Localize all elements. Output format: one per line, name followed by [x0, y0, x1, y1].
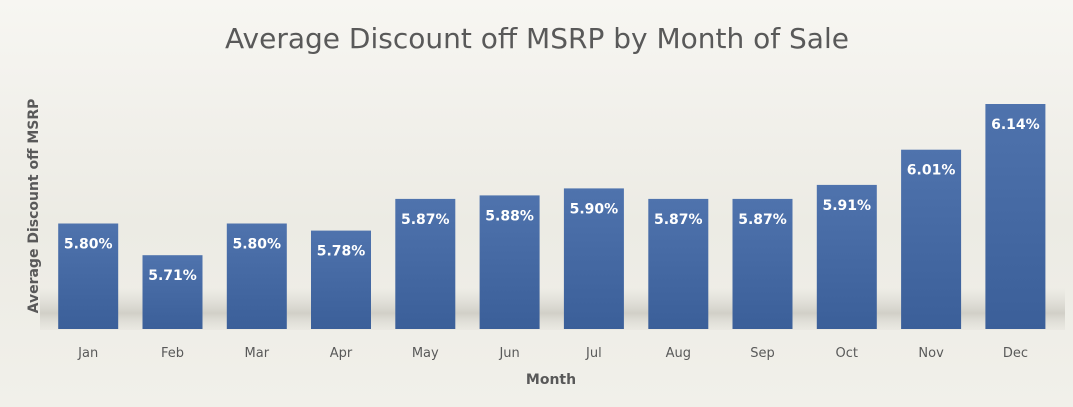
bar-apr [311, 230, 371, 329]
bar-dec [985, 104, 1046, 329]
value-label-mar: 5.80% [233, 237, 282, 253]
value-label-nov: 6.01% [907, 163, 956, 179]
x-tick-may: May [412, 346, 439, 361]
x-tick-apr: Apr [330, 346, 353, 361]
x-tick-jul: Jul [585, 346, 602, 361]
value-label-aug: 5.87% [654, 212, 703, 228]
y-axis-label: Average Discount off MSRP [26, 99, 42, 314]
bar-jan [58, 223, 119, 329]
value-label-dec: 6.14% [991, 117, 1040, 133]
x-tick-sep: Sep [750, 346, 775, 361]
x-tick-oct: Oct [836, 346, 858, 361]
bar-aug [648, 198, 709, 329]
value-labels-layer: 5.80% 5.71% 5.80% 5.78% 5.87% 5.88% 5.90% 5.87%… [64, 117, 1040, 284]
bar-nov [901, 149, 962, 329]
bar-jun [479, 195, 540, 329]
x-tick-aug: Aug [666, 346, 691, 361]
bar-may [395, 198, 456, 329]
floor-shadow [40, 288, 1065, 330]
x-tick-jun: Jun [498, 346, 519, 361]
bars-layer [58, 104, 1046, 329]
value-label-feb: 5.71% [148, 268, 197, 284]
bar-feb [142, 255, 203, 329]
value-label-apr: 5.78% [317, 244, 366, 260]
bar-jul [563, 188, 624, 329]
x-tick-mar: Mar [245, 346, 270, 361]
x-tick-nov: Nov [918, 346, 944, 361]
x-tick-labels-layer: Jan Feb Mar Apr May Jun Jul Aug Sep Oct Nov Dec [77, 346, 1028, 361]
value-label-jun: 5.88% [485, 208, 534, 224]
x-tick-dec: Dec [1003, 346, 1028, 361]
value-label-sep: 5.87% [738, 212, 787, 228]
x-tick-feb: Feb [161, 346, 184, 361]
bar-sep [732, 198, 793, 329]
bar-oct [816, 184, 877, 329]
x-tick-jan: Jan [77, 346, 98, 361]
value-label-jul: 5.90% [570, 201, 619, 217]
value-label-jan: 5.80% [64, 237, 113, 253]
x-axis-label: Month [526, 372, 576, 388]
bar-mar [226, 223, 287, 329]
chart-title: Average Discount off MSRP by Month of Sa… [225, 22, 849, 55]
value-label-oct: 5.91% [823, 198, 872, 214]
value-label-may: 5.87% [401, 212, 450, 228]
